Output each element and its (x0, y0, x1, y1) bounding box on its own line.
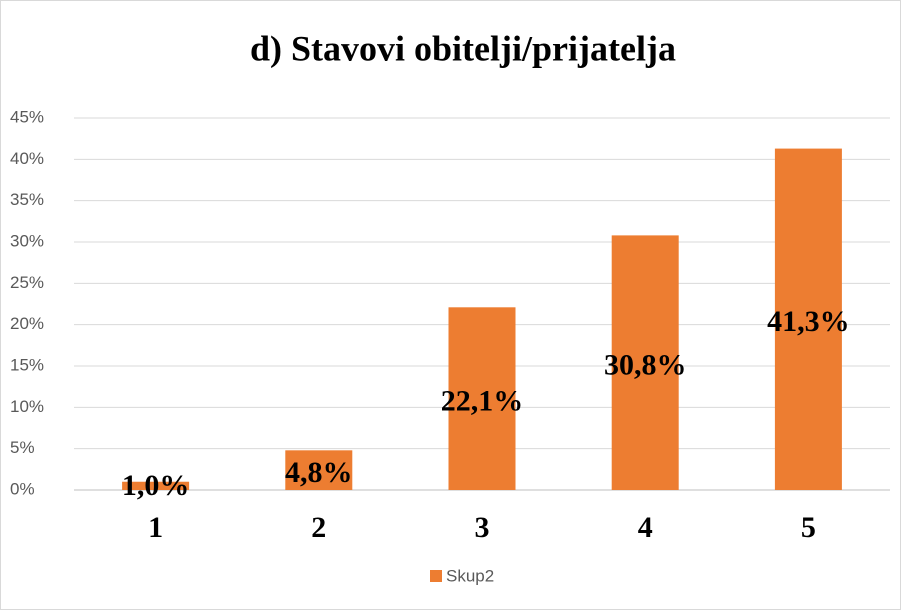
bar (774, 148, 842, 490)
x-tick-label: 2 (311, 511, 326, 544)
y-tick-label: 35% (10, 190, 44, 209)
chart-title: d) Stavovi obitelji/prijatelja (250, 28, 676, 68)
data-label: 30,8% (604, 349, 687, 382)
x-tick-label: 3 (475, 511, 490, 544)
legend-swatch (430, 570, 442, 582)
y-tick-label: 30% (10, 231, 44, 250)
y-tick-label: 15% (10, 355, 44, 374)
bar (611, 235, 679, 490)
data-label: 4,8% (285, 456, 353, 489)
data-label: 22,1% (441, 385, 524, 418)
y-tick-label: 10% (10, 397, 44, 416)
y-tick-label: 0% (10, 479, 35, 498)
y-tick-label: 25% (10, 273, 44, 292)
bar (285, 450, 353, 490)
legend-label: Skup2 (446, 566, 494, 585)
data-label: 1,0% (122, 469, 190, 502)
x-tick-label: 1 (148, 511, 163, 544)
y-tick-label: 45% (10, 107, 44, 126)
data-label: 41,3% (767, 305, 850, 338)
y-tick-label: 40% (10, 149, 44, 168)
x-tick-label: 4 (638, 511, 653, 544)
y-tick-label: 5% (10, 438, 35, 457)
bar (448, 307, 516, 490)
y-tick-label: 20% (10, 314, 44, 333)
bar (122, 481, 190, 490)
x-tick-label: 5 (801, 511, 816, 544)
